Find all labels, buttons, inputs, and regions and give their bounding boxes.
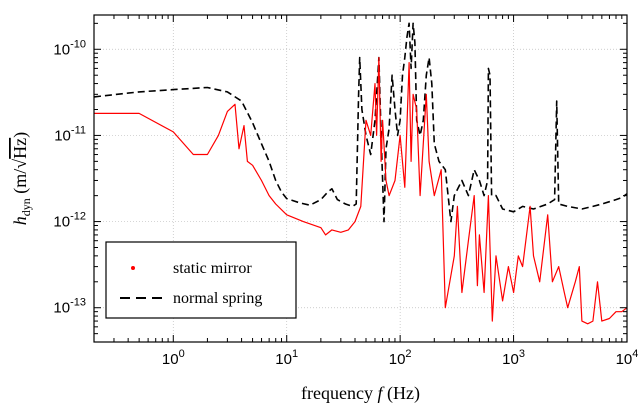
legend: static mirror normal spring [105, 241, 297, 319]
y-tick-label: 10-11 [54, 124, 86, 144]
x-axis-label-unit: (Hz) [383, 383, 420, 404]
y-tick-label: 10-12 [53, 211, 86, 231]
legend-label-normal-spring: normal spring [173, 290, 262, 307]
x-tick-label: 103 [502, 348, 525, 368]
y-axis-label-sub: dyn [19, 198, 33, 216]
y-axis-label-unit-end: ) [10, 132, 31, 138]
y-axis-label-var: h [10, 216, 30, 225]
series-line-normal-spring [93, 22, 628, 223]
y-tick-label: 10-10 [53, 38, 86, 58]
y-axis-label-unit-start: (m/ [10, 169, 31, 199]
y-axis-label: hdyn (m/√Hz) [10, 132, 33, 225]
plot-frame [93, 14, 628, 343]
y-axis-label-radicand: Hz [10, 138, 30, 159]
x-tick-labels: 100 101 102 103 104 [162, 348, 639, 368]
x-axis-label-pre: frequency [301, 383, 377, 403]
x-tick-label: 101 [275, 348, 298, 368]
y-tick-labels: 10-13 10-12 10-11 10-10 [53, 38, 86, 316]
x-tick-label: 102 [389, 348, 412, 368]
series-layer [93, 22, 628, 325]
legend-label-static-mirror: static mirror [173, 260, 252, 277]
x-tick-label: 104 [616, 348, 639, 368]
x-tick-label: 100 [162, 348, 185, 368]
minor-ticks [93, 15, 628, 343]
x-axis-label: frequency f (Hz) [301, 383, 420, 404]
legend-box [105, 241, 297, 319]
y-axis-label-sqrt: √ [10, 159, 30, 169]
y-tick-label: 10-13 [53, 297, 86, 317]
series-line-static-mirror [94, 57, 628, 325]
x-axis-label-var: f [377, 383, 385, 403]
legend-marker-static-mirror [131, 266, 135, 270]
